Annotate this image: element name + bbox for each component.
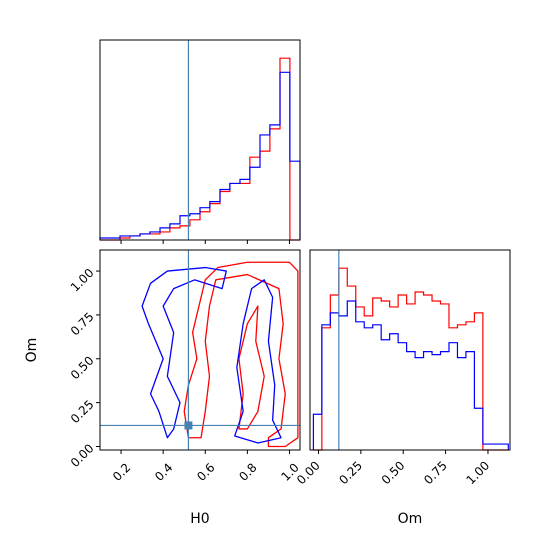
contour-series_b-3 — [234, 279, 282, 444]
joint-xtick-label-2: 0.6 — [194, 460, 217, 483]
om-hist-xtick-label-1: 0.25 — [336, 458, 365, 487]
h0-hist-frame — [99, 39, 301, 241]
joint-ytick-label-4: 1.00 — [68, 266, 97, 295]
h0-hist-series-series_b — [99, 71, 301, 240]
joint-frame — [99, 249, 301, 451]
joint-xtick-label-3: 0.8 — [236, 460, 259, 483]
truth-marker — [184, 421, 193, 430]
x-axis-label-h0: H0 — [190, 511, 209, 527]
x-axis-label-om: Om — [398, 511, 423, 527]
joint-ytick-label-2: 0.50 — [68, 353, 97, 382]
joint-ytick-label-3: 0.75 — [68, 310, 97, 339]
om-hist-series-series_b — [312, 300, 509, 450]
joint-h0-om-panel: 0.2 0.4 0.6 0.8 1.00.000.250.500.751.00 — [68, 249, 302, 484]
histogram-om-panel: 0.00 0.25 0.50 0.75 1.00 — [294, 249, 511, 487]
om-hist-xtick-label-2: 0.50 — [379, 458, 408, 487]
joint-xtick-label-0: 0.2 — [110, 460, 133, 483]
om-hist-xtick-label-4: 1.00 — [464, 458, 493, 487]
joint-ytick-label-1: 0.25 — [68, 397, 97, 426]
histogram-h0-panel — [99, 39, 301, 244]
om-hist-xtick-label-3: 0.75 — [421, 458, 450, 487]
y-axis-label-om: Om — [24, 338, 40, 363]
om-hist-series-series_a — [313, 267, 509, 451]
joint-xtick-label-1: 0.4 — [152, 460, 175, 483]
contour-series_b-2 — [141, 266, 227, 439]
joint-ytick-label-0: 0.00 — [68, 441, 97, 470]
om-hist-frame — [309, 249, 511, 451]
contour-series_a-1 — [238, 305, 265, 430]
contour-series_a-0 — [183, 261, 299, 448]
